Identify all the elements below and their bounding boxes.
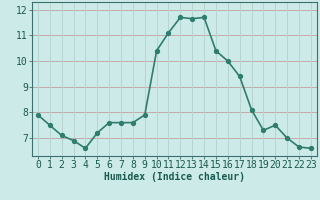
X-axis label: Humidex (Indice chaleur): Humidex (Indice chaleur) xyxy=(104,172,245,182)
